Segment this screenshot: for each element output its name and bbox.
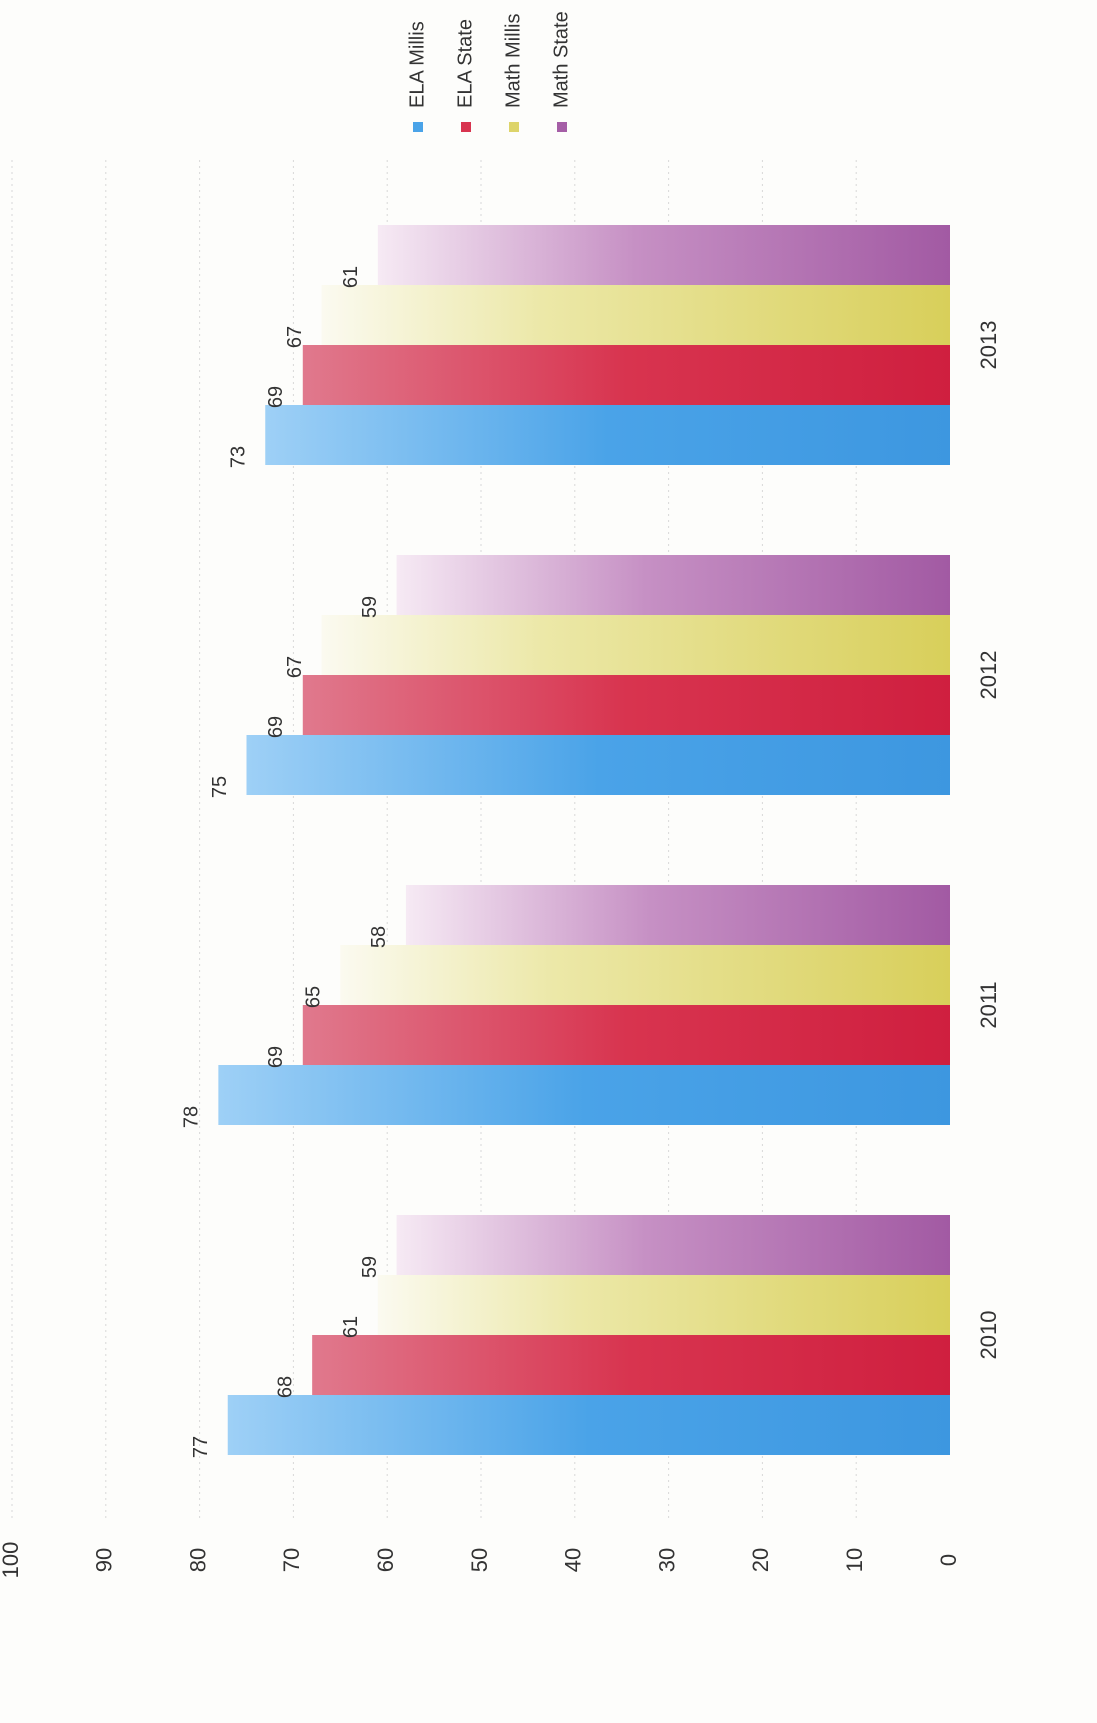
data-label: 59 [359,596,381,618]
legend-swatch [461,122,471,132]
data-label: 77 [190,1436,212,1458]
data-label: 67 [284,656,306,678]
bar-ela-millis-2010 [227,1395,951,1455]
data-label: 73 [228,446,250,468]
legend-swatch [413,122,423,132]
bar-math-millis-2012 [321,615,950,675]
data-labels: 77 68 61 59 78 69 65 58 75 69 67 59 73 69 67 61 [181,266,391,1458]
data-label: 69 [265,1046,287,1068]
bar-ela-millis-2011 [218,1065,951,1125]
bar-math-millis-2013 [321,285,950,345]
bar-math-millis-2011 [340,945,950,1005]
value-tick-label: 100 [0,1542,23,1579]
legend-label: Math State [550,11,572,108]
legend-swatch [557,122,567,132]
value-tick-label: 60 [373,1548,398,1572]
data-label: 78 [181,1106,203,1128]
category-label: 2011 [976,981,1001,1028]
value-tick-label: 10 [842,1548,867,1572]
legend: ELA Millis ELA State Math Millis Math State [406,11,572,132]
data-label: 67 [284,326,306,348]
legend-label: ELA Millis [406,21,428,108]
data-label: 75 [209,776,231,798]
data-label: 59 [359,1256,381,1278]
legend-label: ELA State [454,19,476,108]
data-label: 65 [303,986,325,1008]
bars [218,225,951,1455]
bar-ela-state-2010 [312,1335,950,1395]
value-tick-label: 50 [467,1548,492,1572]
bar-ela-state-2012 [302,675,950,735]
value-tick-label: 90 [92,1548,117,1572]
legend-label: Math Millis [502,14,524,108]
value-tick-label: 80 [185,1548,210,1572]
bar-ela-state-2013 [302,345,950,405]
category-label: 2010 [976,1311,1001,1360]
value-tick-label: 30 [654,1548,679,1572]
gridlines [11,160,857,1520]
bar-ela-millis-2012 [246,735,950,795]
value-tick-label: 40 [561,1548,586,1572]
data-label: 69 [265,386,287,408]
category-axis-labels: 2010 2011 2012 2013 [976,321,1001,1360]
value-tick-label: 0 [936,1554,961,1566]
data-label: 68 [274,1376,296,1398]
data-label: 58 [368,926,390,948]
bar-math-state-2010 [396,1215,951,1275]
legend-swatch [509,122,519,132]
bar-math-state-2012 [396,555,951,615]
bar-ela-state-2011 [302,1005,950,1065]
value-tick-label: 20 [748,1548,773,1572]
value-tick-label: 70 [279,1548,304,1572]
bar-math-state-2013 [377,225,950,285]
data-label: 69 [265,716,287,738]
value-axis-ticks: 0 10 20 30 40 50 60 70 80 90 100 [0,1542,961,1579]
category-label: 2012 [976,651,1001,700]
data-label: 61 [340,1316,362,1338]
bar-ela-millis-2013 [265,405,950,465]
data-label: 61 [340,266,362,288]
bar-math-state-2011 [405,885,951,945]
bar-math-millis-2010 [377,1275,950,1335]
category-label: 2013 [976,321,1001,370]
